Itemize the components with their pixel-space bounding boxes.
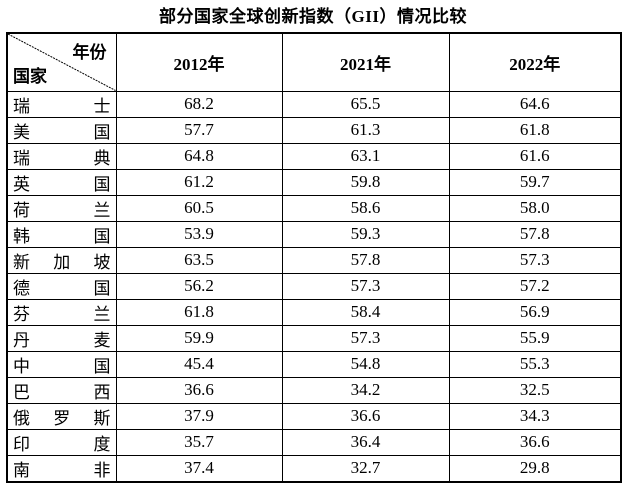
gii-value: 55.3 bbox=[448, 350, 622, 378]
country-cell: 南非 bbox=[6, 454, 117, 482]
gii-value: 35.7 bbox=[115, 428, 283, 456]
gii-value: 57.8 bbox=[281, 246, 450, 274]
table-row: 荷兰 60.5 58.6 58.0 bbox=[6, 194, 622, 222]
table-row: 印度 35.7 36.4 36.6 bbox=[6, 428, 622, 456]
gii-value: 61.6 bbox=[448, 142, 622, 170]
gii-table: 年份 国家 2012年 2021年 2022年 瑞士 68.2 65.5 64.… bbox=[6, 32, 622, 483]
column-header-2012: 2012年 bbox=[115, 32, 283, 92]
country-cell: 英国 bbox=[6, 168, 117, 196]
gii-value: 53.9 bbox=[115, 220, 283, 248]
table-row: 俄罗斯 37.9 36.6 34.3 bbox=[6, 402, 622, 430]
gii-value: 36.6 bbox=[115, 376, 283, 404]
gii-value: 37.9 bbox=[115, 402, 283, 430]
gii-value: 57.3 bbox=[281, 324, 450, 352]
table-row: 中国 45.4 54.8 55.3 bbox=[6, 350, 622, 378]
page-title: 部分国家全球创新指数（GII）情况比较 bbox=[159, 7, 467, 26]
table-row: 新加坡 63.5 57.8 57.3 bbox=[6, 246, 622, 274]
country-cell: 德国 bbox=[6, 272, 117, 300]
country-cell: 丹麦 bbox=[6, 324, 117, 352]
table-row: 韩国 53.9 59.3 57.8 bbox=[6, 220, 622, 248]
gii-value: 36.6 bbox=[448, 428, 622, 456]
country-cell: 新加坡 bbox=[6, 246, 117, 274]
gii-value: 65.5 bbox=[281, 90, 450, 118]
country-cell: 韩国 bbox=[6, 220, 117, 248]
corner-label-country: 国家 bbox=[13, 66, 47, 86]
gii-value: 32.7 bbox=[281, 454, 450, 482]
country-cell: 瑞典 bbox=[6, 142, 117, 170]
gii-value: 63.5 bbox=[115, 246, 283, 274]
diagonal-divider-line bbox=[8, 34, 116, 91]
gii-value: 64.8 bbox=[115, 142, 283, 170]
gii-value: 59.9 bbox=[115, 324, 283, 352]
gii-value: 61.8 bbox=[448, 116, 622, 144]
gii-value: 56.9 bbox=[448, 298, 622, 326]
table-row: 巴西 36.6 34.2 32.5 bbox=[6, 376, 622, 404]
table-row: 芬兰 61.8 58.4 56.9 bbox=[6, 298, 622, 326]
gii-value: 57.3 bbox=[281, 272, 450, 300]
gii-value: 29.8 bbox=[448, 454, 622, 482]
gii-value: 32.5 bbox=[448, 376, 622, 404]
corner-label-year: 年份 bbox=[72, 43, 107, 62]
gii-value: 61.3 bbox=[281, 116, 450, 144]
gii-value: 54.8 bbox=[281, 350, 450, 378]
table-row: 美国 57.7 61.3 61.8 bbox=[6, 116, 622, 144]
country-cell: 瑞士 bbox=[6, 90, 117, 118]
table-header-row: 年份 国家 2012年 2021年 2022年 bbox=[6, 32, 622, 92]
gii-value: 55.9 bbox=[448, 324, 622, 352]
table-row: 瑞典 64.8 63.1 61.6 bbox=[6, 142, 622, 170]
gii-value: 59.3 bbox=[281, 220, 450, 248]
table-row: 德国 56.2 57.3 57.2 bbox=[6, 272, 622, 300]
country-cell: 芬兰 bbox=[6, 298, 117, 326]
country-cell: 美国 bbox=[6, 116, 117, 144]
gii-value: 63.1 bbox=[281, 142, 450, 170]
corner-cell: 年份 国家 bbox=[6, 32, 117, 92]
country-cell: 荷兰 bbox=[6, 194, 117, 222]
country-cell: 中国 bbox=[6, 350, 117, 378]
gii-value: 56.2 bbox=[115, 272, 283, 300]
gii-value: 59.7 bbox=[448, 168, 622, 196]
country-cell: 巴西 bbox=[6, 376, 117, 404]
country-cell: 印度 bbox=[6, 428, 117, 456]
gii-value: 34.3 bbox=[448, 402, 622, 430]
gii-value: 68.2 bbox=[115, 90, 283, 118]
column-header-2022: 2022年 bbox=[448, 32, 622, 92]
gii-value: 58.4 bbox=[281, 298, 450, 326]
country-cell: 俄罗斯 bbox=[6, 402, 117, 430]
table-row: 南非 37.4 32.7 29.8 bbox=[6, 454, 622, 482]
gii-value: 57.8 bbox=[448, 220, 622, 248]
table-row: 英国 61.2 59.8 59.7 bbox=[6, 168, 622, 196]
column-header-2021: 2021年 bbox=[281, 32, 450, 92]
gii-value: 61.8 bbox=[115, 298, 283, 326]
gii-value: 59.8 bbox=[281, 168, 450, 196]
gii-value: 57.7 bbox=[115, 116, 283, 144]
gii-value: 58.6 bbox=[281, 194, 450, 222]
table-row: 丹麦 59.9 57.3 55.9 bbox=[6, 324, 622, 352]
gii-value: 37.4 bbox=[115, 454, 283, 482]
gii-value: 57.3 bbox=[448, 246, 622, 274]
table-row: 瑞士 68.2 65.5 64.6 bbox=[6, 90, 622, 118]
gii-value: 36.4 bbox=[281, 428, 450, 456]
gii-value: 60.5 bbox=[115, 194, 283, 222]
gii-value: 64.6 bbox=[448, 90, 622, 118]
gii-value: 45.4 bbox=[115, 350, 283, 378]
gii-value: 36.6 bbox=[281, 402, 450, 430]
gii-value: 57.2 bbox=[448, 272, 622, 300]
gii-value: 58.0 bbox=[448, 194, 622, 222]
gii-value: 34.2 bbox=[281, 376, 450, 404]
gii-value: 61.2 bbox=[115, 168, 283, 196]
